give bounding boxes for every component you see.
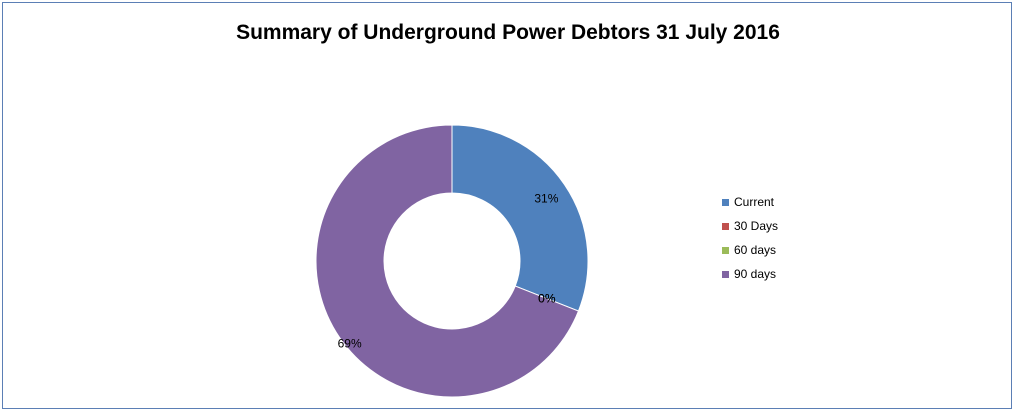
legend-label: 60 days	[734, 243, 777, 257]
legend-item-90-days: 90 days	[722, 262, 778, 286]
legend-label: 90 days	[734, 267, 777, 281]
slice-current	[451, 124, 589, 312]
legend-label: 30 Days	[734, 219, 779, 233]
legend-swatch	[722, 198, 729, 206]
legend-label: Current	[734, 195, 775, 209]
slice-90-days	[315, 124, 580, 398]
legend-item-30-days: 30 Days	[722, 214, 778, 238]
data-label-current: 31%	[534, 192, 558, 206]
legend-item-current: Current	[722, 190, 778, 214]
chart-title: Summary of Underground Power Debtors 31 …	[236, 21, 780, 44]
legend-swatch	[722, 270, 729, 278]
legend-swatch	[722, 246, 729, 254]
data-label-90-days: 69%	[338, 336, 362, 350]
legend-item-60-days: 60 days	[722, 238, 778, 262]
legend-swatch	[722, 222, 729, 230]
chart-legend: Current 30 Days 60 days 90 days	[722, 190, 778, 286]
data-label-60-days: 0%	[538, 292, 556, 306]
data-label-30-days: 0%	[538, 292, 556, 306]
